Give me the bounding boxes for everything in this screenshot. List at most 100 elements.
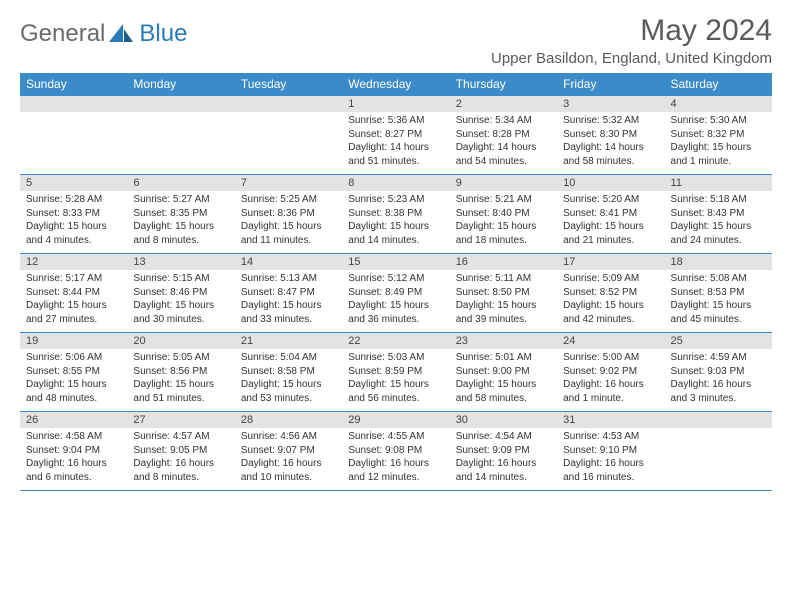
calendar-cell: 16Sunrise: 5:11 AMSunset: 8:50 PMDayligh…: [450, 254, 557, 333]
daylight-text: Daylight: 15 hours and 30 minutes.: [133, 299, 228, 326]
sunrise-text: Sunrise: 4:58 AM: [26, 430, 121, 444]
day-body: [127, 112, 234, 168]
sunset-text: Sunset: 8:41 PM: [563, 207, 658, 221]
sunset-text: Sunset: 8:33 PM: [26, 207, 121, 221]
day-header: Wednesday: [342, 73, 449, 96]
sunrise-text: Sunrise: 5:01 AM: [456, 351, 551, 365]
sunset-text: Sunset: 9:00 PM: [456, 365, 551, 379]
day-body: Sunrise: 5:12 AMSunset: 8:49 PMDaylight:…: [342, 270, 449, 332]
calendar-week: 26 Sunrise: 4:58 AMSunset: 9:04 PM Dayligh…: [20, 412, 772, 491]
sunset-text: Sunset: 8:52 PM: [563, 286, 658, 300]
calendar-cell: 1Sunrise: 5:36 AMSunset: 8:27 PMDaylight…: [342, 96, 449, 175]
sunset-text: Sunset: 8:30 PM: [563, 128, 658, 142]
day-body: Sunrise: 5:03 AMSunset: 8:59 PMDaylight:…: [342, 349, 449, 411]
day-body: Sunrise: 5:05 AMSunset: 8:56 PMDaylight:…: [127, 349, 234, 411]
sunset-text: Sunset: 8:53 PM: [671, 286, 766, 300]
sunrise-text: Sunrise: 5:11 AM: [456, 272, 551, 286]
day-number: 29: [342, 412, 449, 428]
calendar-cell: 21Sunrise: 5:04 AMSunset: 8:58 PMDayligh…: [235, 333, 342, 412]
calendar-cell: 10Sunrise: 5:20 AMSunset: 8:41 PMDayligh…: [557, 175, 664, 254]
day-body: Sunrise: 4:53 AMSunset: 9:10 PMDaylight:…: [557, 428, 664, 490]
logo-text-general: General: [20, 20, 105, 48]
logo: General Blue: [20, 14, 187, 48]
day-header: Thursday: [450, 73, 557, 96]
sunrise-text: Sunrise: 5:17 AM: [26, 272, 121, 286]
sunset-text: Sunset: 8:46 PM: [133, 286, 228, 300]
day-number: 25: [665, 333, 772, 349]
day-number: 24: [557, 333, 664, 349]
title-block: May 2024 Upper Basildon, England, United…: [491, 14, 772, 67]
sunrise-text: Sunrise: 5:12 AM: [348, 272, 443, 286]
sunset-text: Sunset: 8:49 PM: [348, 286, 443, 300]
day-body: Sunrise: 4:54 AMSunset: 9:09 PMDaylight:…: [450, 428, 557, 490]
daylight-text: Daylight: 14 hours and 51 minutes.: [348, 141, 443, 168]
day-header: Friday: [557, 73, 664, 96]
daylight-text: Daylight: 15 hours and 58 minutes.: [456, 378, 551, 405]
sunrise-text: Sunrise: 5:32 AM: [563, 114, 658, 128]
calendar-cell: 27Sunrise: 4:57 AMSunset: 9:05 PMDayligh…: [127, 412, 234, 491]
calendar-cell: 7Sunrise: 5:25 AMSunset: 8:36 PMDaylight…: [235, 175, 342, 254]
calendar-cell: 18Sunrise: 5:08 AMSunset: 8:53 PMDayligh…: [665, 254, 772, 333]
day-number: 6: [127, 175, 234, 191]
sunrise-text: Sunrise: 5:27 AM: [133, 193, 228, 207]
daylight-text: Daylight: 15 hours and 42 minutes.: [563, 299, 658, 326]
calendar-cell: 28Sunrise: 4:56 AMSunset: 9:07 PMDayligh…: [235, 412, 342, 491]
daylight-text: Daylight: 14 hours and 54 minutes.: [456, 141, 551, 168]
sunset-text: Sunset: 8:50 PM: [456, 286, 551, 300]
calendar-cell: 14Sunrise: 5:13 AMSunset: 8:47 PMDayligh…: [235, 254, 342, 333]
daylight-text: Daylight: 15 hours and 1 minute.: [671, 141, 766, 168]
day-body: Sunrise: 5:17 AMSunset: 8:44 PMDaylight:…: [20, 270, 127, 332]
day-number: 1: [342, 96, 449, 112]
daylight-text: Daylight: 16 hours and 12 minutes.: [348, 457, 443, 484]
calendar-cell: 30Sunrise: 4:54 AMSunset: 9:09 PMDayligh…: [450, 412, 557, 491]
sunrise-text: Sunrise: 4:55 AM: [348, 430, 443, 444]
location-text: Upper Basildon, England, United Kingdom: [491, 50, 772, 67]
calendar-cell: 12Sunrise: 5:17 AMSunset: 8:44 PMDayligh…: [20, 254, 127, 333]
sunrise-text: Sunrise: 5:20 AM: [563, 193, 658, 207]
day-body: Sunrise: 5:11 AMSunset: 8:50 PMDaylight:…: [450, 270, 557, 332]
sunrise-text: Sunrise: 5:21 AM: [456, 193, 551, 207]
day-body: Sunrise: 5:25 AMSunset: 8:36 PMDaylight:…: [235, 191, 342, 253]
sunrise-text: Sunrise: 5:18 AM: [671, 193, 766, 207]
sunrise-text: Sunrise: 5:13 AM: [241, 272, 336, 286]
day-body: Sunrise: 5:13 AMSunset: 8:47 PMDaylight:…: [235, 270, 342, 332]
calendar-body: 1Sunrise: 5:36 AMSunset: 8:27 PMDaylight…: [20, 96, 772, 491]
day-number: [235, 96, 342, 112]
calendar-cell: 6Sunrise: 5:27 AMSunset: 8:35 PMDaylight…: [127, 175, 234, 254]
calendar-cell: 4Sunrise: 5:30 AMSunset: 8:32 PMDaylight…: [665, 96, 772, 175]
daylight-text: Daylight: 16 hours and 8 minutes.: [133, 457, 228, 484]
day-number: 17: [557, 254, 664, 270]
sunset-text: Sunset: 8:43 PM: [671, 207, 766, 221]
day-number: [127, 96, 234, 112]
daylight-text: Daylight: 16 hours and 10 minutes.: [241, 457, 336, 484]
day-body: Sunrise: 5:21 AMSunset: 8:40 PMDaylight:…: [450, 191, 557, 253]
sunrise-text: Sunrise: 4:59 AM: [671, 351, 766, 365]
sunset-text: Sunset: 9:09 PM: [456, 444, 551, 458]
day-number: 2: [450, 96, 557, 112]
sunrise-text: Sunrise: 4:54 AM: [456, 430, 551, 444]
day-number: 20: [127, 333, 234, 349]
calendar-cell: 26Sunrise: 4:58 AMSunset: 9:04 PMDayligh…: [20, 412, 127, 491]
day-body: [665, 428, 772, 484]
day-body: Sunrise: 5:00 AMSunset: 9:02 PMDaylight:…: [557, 349, 664, 411]
sunset-text: Sunset: 8:47 PM: [241, 286, 336, 300]
sunrise-text: Sunrise: 5:25 AM: [241, 193, 336, 207]
sunset-text: Sunset: 8:59 PM: [348, 365, 443, 379]
day-body: Sunrise: 4:56 AMSunset: 9:07 PMDaylight:…: [235, 428, 342, 490]
sunset-text: Sunset: 9:03 PM: [671, 365, 766, 379]
daylight-text: Daylight: 15 hours and 4 minutes.: [26, 220, 121, 247]
day-number: 31: [557, 412, 664, 428]
daylight-text: Daylight: 15 hours and 48 minutes.: [26, 378, 121, 405]
daylight-text: Daylight: 15 hours and 21 minutes.: [563, 220, 658, 247]
day-number: 26: [20, 412, 127, 428]
day-number: 5: [20, 175, 127, 191]
sunset-text: Sunset: 9:07 PM: [241, 444, 336, 458]
calendar-cell: 24Sunrise: 5:00 AMSunset: 9:02 PMDayligh…: [557, 333, 664, 412]
day-body: Sunrise: 4:59 AMSunset: 9:03 PMDaylight:…: [665, 349, 772, 411]
sunset-text: Sunset: 9:04 PM: [26, 444, 121, 458]
sunset-text: Sunset: 8:35 PM: [133, 207, 228, 221]
day-number: 28: [235, 412, 342, 428]
day-body: Sunrise: 5:28 AMSunset: 8:33 PMDaylight:…: [20, 191, 127, 253]
sunset-text: Sunset: 9:02 PM: [563, 365, 658, 379]
day-number: 4: [665, 96, 772, 112]
